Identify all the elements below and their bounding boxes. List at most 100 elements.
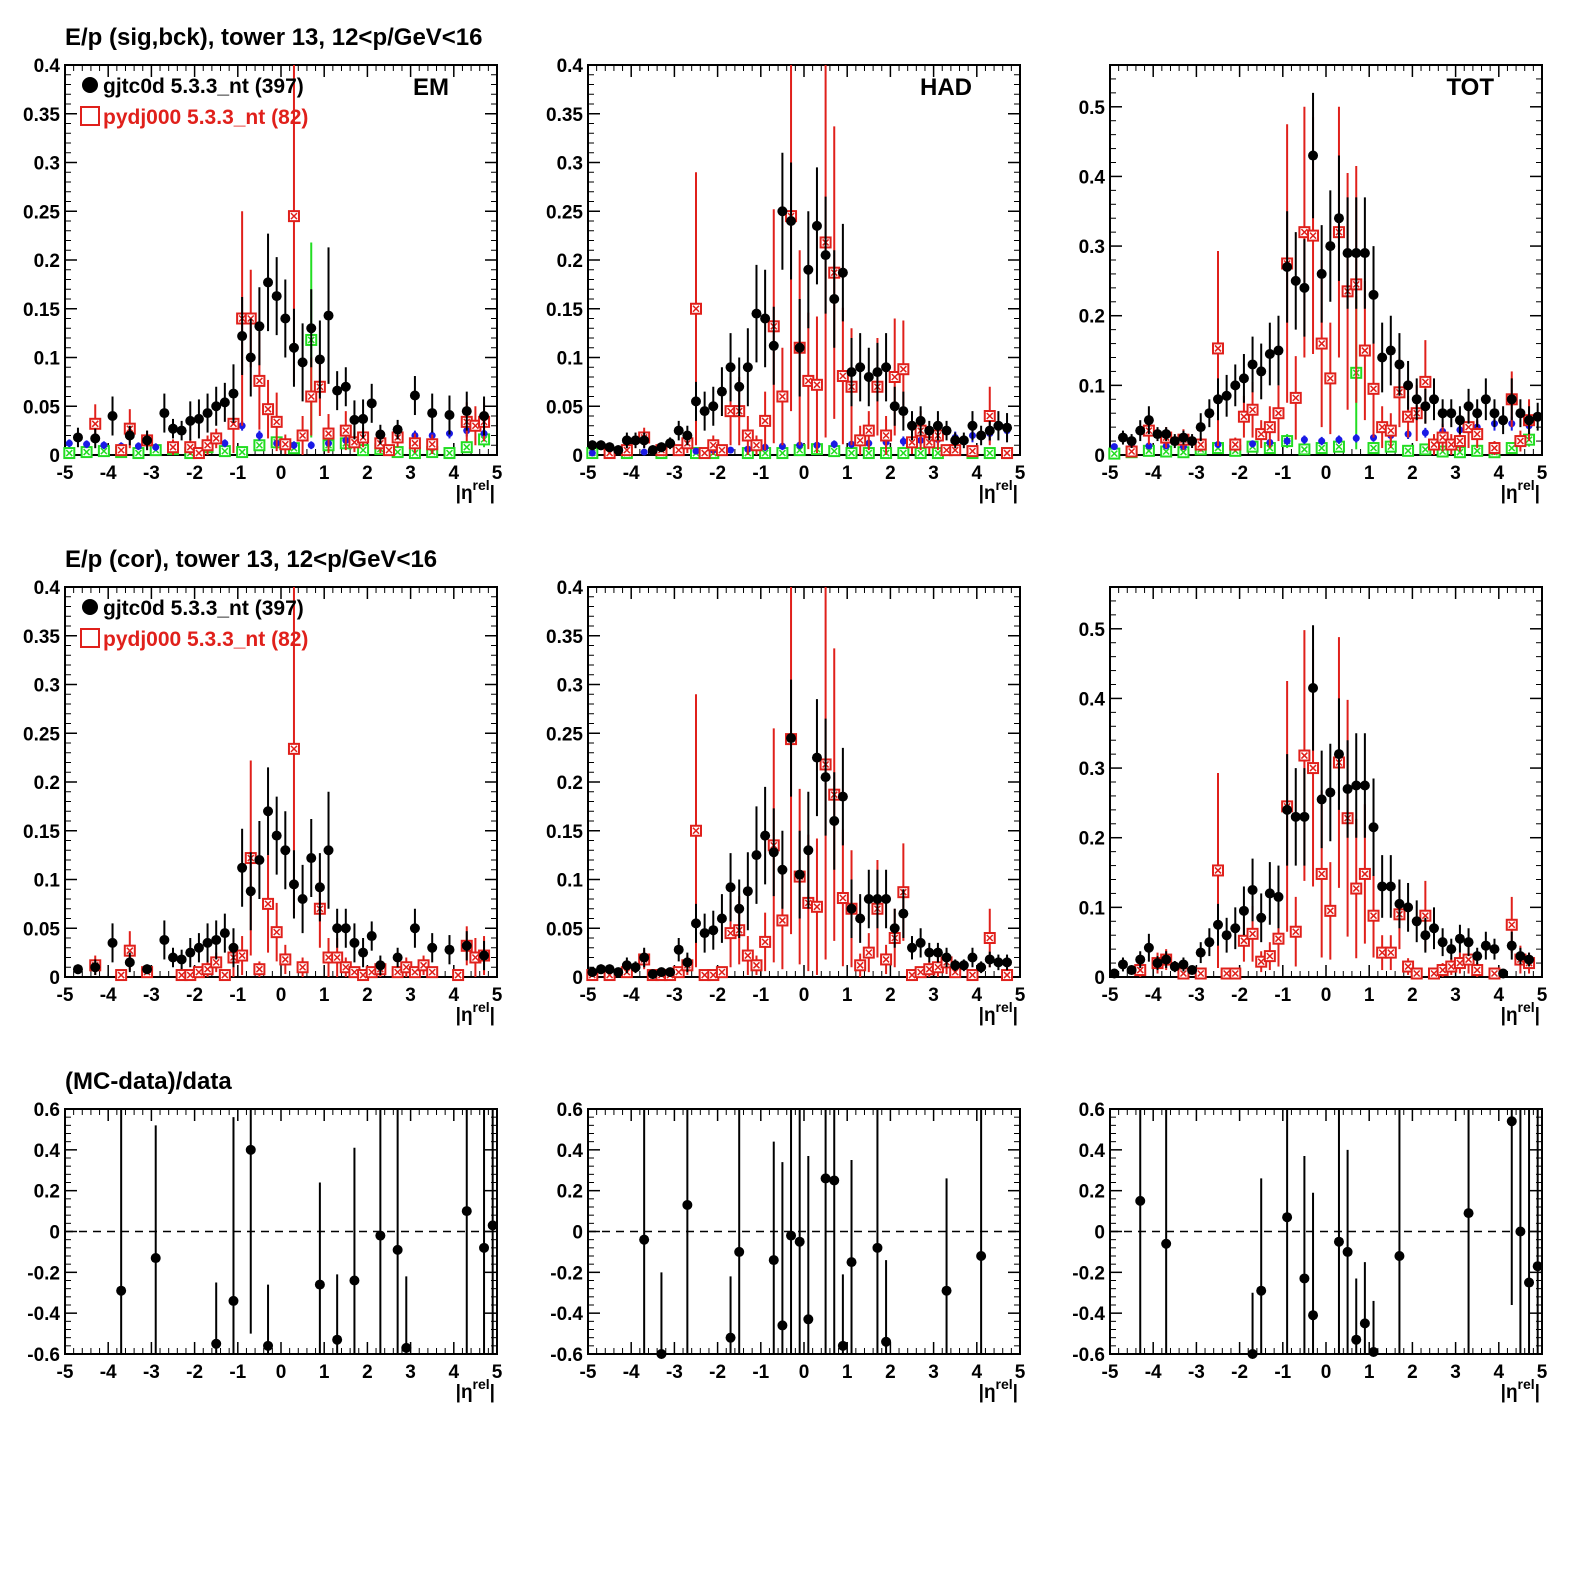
data-point — [271, 257, 282, 336]
y-tick-label: 0.3 — [557, 154, 583, 175]
marker-cross — [839, 894, 847, 902]
marker-dot — [1394, 1251, 1405, 1261]
data-point — [1264, 322, 1275, 386]
marker-dot — [297, 894, 308, 904]
marker-cross — [255, 965, 263, 973]
data-point — [306, 819, 317, 898]
marker-dot — [691, 918, 701, 929]
marker-dot — [185, 415, 196, 426]
x-tick-label: 0 — [276, 1362, 287, 1383]
marker-cross — [1003, 971, 1011, 979]
data-point — [1229, 437, 1242, 452]
data-point — [1230, 907, 1241, 950]
data-point — [1515, 399, 1526, 428]
marker-dot — [1135, 425, 1146, 436]
data-point — [1489, 938, 1500, 960]
x-tick-label: 5 — [1537, 985, 1548, 1006]
marker-dot — [1420, 930, 1431, 941]
y-tick-label: 0.3 — [557, 676, 583, 697]
data-point — [1324, 862, 1337, 960]
marker-cross — [692, 305, 700, 313]
x-axis: -5 -4 -3 -2 -1 0 1 2 3 4 5 — [580, 1109, 1026, 1383]
marker-dot — [760, 830, 771, 841]
marker-dot — [958, 435, 969, 446]
marker-dot — [639, 952, 650, 963]
y-tick-label: 0.2 — [557, 773, 583, 794]
marker-cross — [1179, 448, 1187, 456]
marker-cross — [934, 963, 942, 971]
data-point — [751, 806, 762, 904]
marker-dot — [1117, 959, 1128, 970]
data-point — [759, 912, 772, 972]
data-point — [966, 969, 979, 982]
data-point — [803, 211, 814, 329]
data-point — [665, 967, 676, 978]
marker-cross — [856, 436, 864, 444]
data-point — [941, 947, 952, 968]
marker-dot — [1256, 1285, 1267, 1296]
data-point — [725, 333, 736, 402]
data-point — [176, 420, 187, 441]
x-tick-label: 4 — [1494, 463, 1505, 484]
data-point — [966, 445, 979, 458]
data-point — [613, 445, 624, 456]
y-tick-label: 0.4 — [1079, 1141, 1106, 1162]
marker-cross — [1430, 441, 1438, 449]
marker-dot — [1002, 422, 1013, 433]
data-point — [1220, 967, 1233, 980]
marker-dot — [349, 937, 360, 948]
data-point — [65, 439, 73, 448]
marker-cross — [342, 427, 350, 435]
marker-dot — [1359, 780, 1370, 791]
data-point — [1255, 420, 1268, 449]
marker-dot — [211, 401, 222, 412]
data-point — [426, 434, 439, 455]
data-point — [358, 399, 369, 439]
marker-dot — [263, 277, 274, 288]
x-tick-label: 0 — [1321, 985, 1332, 1006]
marker-cross — [752, 961, 761, 969]
data-point — [829, 250, 840, 348]
marker-cross — [204, 441, 212, 449]
x-tick-label: 1 — [319, 985, 330, 1006]
data-point — [332, 908, 343, 948]
data-point — [967, 411, 978, 441]
data-point — [461, 391, 472, 431]
x-tick-label: 5 — [1537, 1362, 1548, 1383]
data-point — [142, 430, 153, 451]
marker-cross — [350, 968, 358, 976]
data-point — [296, 416, 309, 455]
marker-cross — [675, 968, 683, 976]
marker-dot — [1290, 811, 1301, 822]
data-point — [1318, 436, 1326, 446]
marker-dot — [263, 806, 274, 817]
data-point — [409, 376, 420, 416]
data-point — [1480, 378, 1491, 421]
data-point — [1429, 907, 1439, 950]
data-point — [811, 167, 822, 285]
data-point — [983, 447, 996, 460]
marker-dot — [924, 425, 935, 436]
x-tick-label: 1 — [842, 985, 853, 1006]
data-point — [1488, 441, 1501, 455]
marker-dot — [692, 447, 700, 455]
data-point — [830, 440, 838, 449]
marker-dot — [1238, 905, 1249, 916]
data-point — [924, 942, 935, 963]
data-point — [185, 401, 196, 441]
y-tick-label: 0.4 — [1079, 689, 1106, 710]
marker-dot — [461, 1206, 472, 1217]
data-point — [185, 938, 196, 968]
marker-cross — [350, 438, 358, 446]
marker-dot — [349, 414, 360, 425]
x-tick-label: 2 — [362, 1362, 373, 1383]
data-point — [1289, 896, 1302, 967]
marker-cross — [1318, 340, 1326, 348]
data-point — [1333, 155, 1344, 281]
data-point — [221, 439, 229, 448]
data-point — [460, 441, 473, 454]
data-point — [1230, 364, 1241, 407]
marker-dot — [1532, 1261, 1543, 1272]
y-tick-label: 0.1 — [557, 349, 584, 370]
marker-dot — [1480, 940, 1491, 951]
